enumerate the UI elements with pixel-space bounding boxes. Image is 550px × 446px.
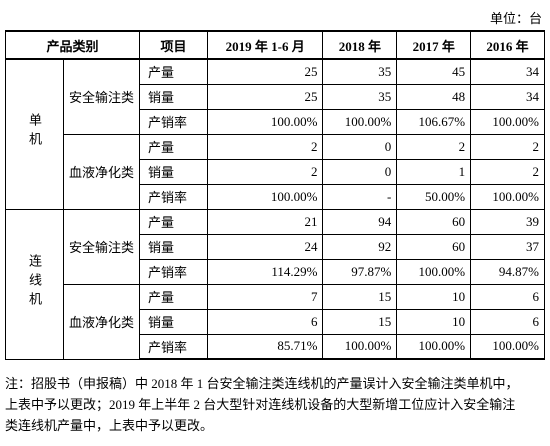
group-label: 连线机	[27, 253, 42, 311]
value-cell: 25	[206, 58, 324, 85]
item-cell: 产量	[139, 58, 208, 85]
item-cell: 产量	[139, 208, 208, 235]
value-cell: 24	[206, 233, 324, 260]
header-cell: 产品类别	[5, 30, 140, 60]
subgroup-cell: 血液净化类	[63, 133, 140, 210]
value-cell: 15	[322, 283, 398, 310]
table-row: 销量 25 35 48 34	[6, 83, 545, 110]
value-cell: 100.00%	[470, 183, 545, 210]
value-cell: 37	[470, 233, 545, 260]
value-cell: 100.00%	[322, 333, 398, 360]
subgroup-cell: 安全输注类	[63, 58, 140, 135]
item-cell: 产销率	[139, 333, 208, 360]
item-cell: 产销率	[139, 258, 208, 285]
table-row: 产销率 85.71% 100.00% 100.00% 100.00%	[6, 333, 545, 360]
value-cell: 100.00%	[470, 333, 545, 360]
value-cell: -	[322, 183, 398, 210]
value-cell: 25	[206, 83, 324, 110]
table-row: 血液净化类 产量 7 15 10 6	[6, 283, 545, 360]
value-cell: 2	[470, 158, 545, 185]
value-cell: 94	[322, 208, 398, 235]
value-cell: 92	[322, 233, 398, 260]
value-cell: 7	[206, 283, 324, 310]
table-row: 血液净化类 产量 2 0 2 2	[6, 133, 545, 210]
table-row: 销量 24 92 60 37	[6, 233, 545, 260]
table-row: 连线机 安全输注类 产量 21 94 60 39	[5, 208, 545, 360]
value-cell: 6	[470, 308, 545, 335]
value-cell: 2	[470, 133, 545, 160]
table-row: 产销率 100.00% -50.00% 100.00%	[6, 183, 545, 210]
value-cell: 60	[396, 208, 472, 235]
value-cell: 10	[396, 283, 472, 310]
group-cell: 连线机	[5, 208, 64, 360]
table-row: 产销率 114.29% 97.87% 100.00% 94.87%	[6, 258, 545, 285]
value-cell: 35	[322, 58, 398, 85]
value-cell: 10	[396, 308, 472, 335]
item-cell: 产量	[139, 133, 208, 160]
subgroup-cell: 安全输注类	[63, 208, 140, 285]
value-cell: 94.87%	[470, 258, 545, 285]
value-cell: 35	[322, 83, 398, 110]
data-table: 产品类别 项目 2019 年 1-6 月 2018 年 2017 年 2016 年 单机安…	[5, 30, 545, 360]
table-row: 销量 2 0 1 2	[6, 158, 545, 185]
item-cell: 销量	[139, 308, 208, 335]
value-cell: 0	[322, 158, 398, 185]
header-cell: 2017 年	[396, 30, 472, 60]
item-cell: 产销率	[139, 183, 208, 210]
table-row: 单机 安全输注类 产量 25 35 45 34	[5, 58, 545, 210]
note: 注：招股书（申报稿）中 2018 年 1 台安全输注类连线机的产量误计入安全输注…	[5, 373, 545, 436]
value-cell: 2	[206, 158, 324, 185]
note-line: 类连线机产量中，上表中予以更改。	[5, 418, 214, 433]
note-line: 上表中予以更改；2019 年上半年 2 台大型针对连线机设备的大型新增工位应计入…	[5, 397, 516, 412]
value-cell: 0	[322, 133, 398, 160]
value-cell: 15	[322, 308, 398, 335]
value-cell: 1	[396, 158, 472, 185]
value-cell: 100.00%	[206, 108, 324, 135]
value-cell: 48	[396, 83, 472, 110]
value-cell: 100.00%	[470, 108, 545, 135]
header-cell: 2018 年	[322, 30, 398, 60]
item-cell: 产销率	[139, 108, 208, 135]
value-cell: 100.00%	[206, 183, 324, 210]
value-cell: 100.00%	[396, 333, 472, 360]
subgroup-cell: 血液净化类	[63, 283, 140, 360]
value-cell: 39	[470, 208, 545, 235]
unit-label: 单位：台	[489, 11, 542, 26]
table-row: 销量 6 15 10 6	[6, 308, 545, 335]
value-cell: 60	[396, 233, 472, 260]
item-cell: 销量	[139, 233, 208, 260]
value-cell: 97.87%	[322, 258, 398, 285]
value-cell: 100.00%	[322, 108, 398, 135]
table-row: 产销率 100.00% 100.00% 106.67% 100.00%	[6, 108, 545, 135]
value-cell: 45	[396, 58, 472, 85]
group-label: 单机	[27, 113, 42, 152]
value-cell: 34	[470, 83, 545, 110]
value-cell: 34	[470, 58, 545, 85]
header-cell: 2019 年 1-6 月	[206, 30, 324, 60]
value-cell: 6	[206, 308, 324, 335]
item-cell: 销量	[139, 83, 208, 110]
value-cell: 2	[396, 133, 472, 160]
value-cell: 114.29%	[206, 258, 324, 285]
value-cell: 50.00%	[396, 183, 472, 210]
item-cell: 产量	[139, 283, 208, 310]
value-cell: 2	[206, 133, 324, 160]
value-cell: 100.00%	[396, 258, 472, 285]
item-cell: 销量	[139, 158, 208, 185]
value-cell: 21	[206, 208, 324, 235]
header-cell: 2016 年	[470, 30, 545, 60]
group-cell: 单机	[5, 58, 64, 210]
header-cell: 项目	[139, 30, 208, 60]
value-cell: 106.67%	[396, 108, 472, 135]
value-cell: 6	[470, 283, 545, 310]
value-cell: 85.71%	[206, 333, 324, 360]
note-line: 注：招股书（申报稿）中 2018 年 1 台安全输注类连线机的产量误计入安全输注…	[5, 376, 519, 391]
